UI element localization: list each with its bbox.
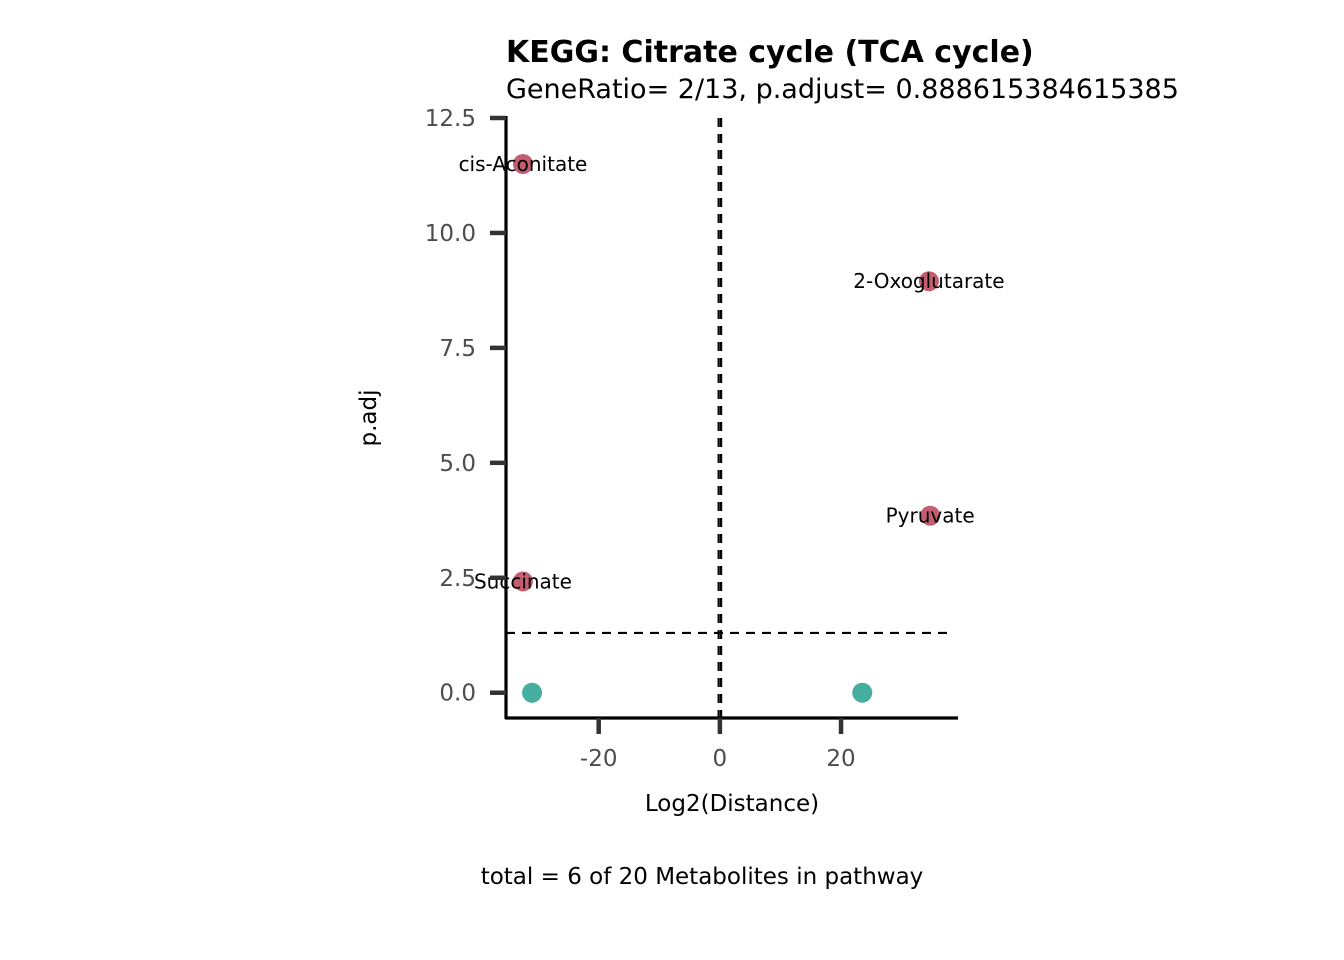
data-point xyxy=(512,571,533,592)
point-labels: cis-Aconitate 2-Oxoglutarate Pyruvate Succi… xyxy=(459,152,1005,593)
reference-lines xyxy=(506,118,950,718)
y-axis-ticks: 0.0 2.5 5.0 7.5 10.0 12.5 xyxy=(425,106,506,707)
y-tick-label: 0.0 xyxy=(439,681,476,707)
y-tick-label: 5.0 xyxy=(439,451,476,477)
y-tick-label: 7.5 xyxy=(439,336,476,362)
axes xyxy=(504,116,958,720)
x-tick-label: 0 xyxy=(713,746,728,772)
data-points xyxy=(512,153,941,703)
chart-title: KEGG: Citrate cycle (TCA cycle) xyxy=(506,35,1034,70)
data-point xyxy=(852,682,873,703)
data-point xyxy=(918,271,939,292)
x-tick-label: -20 xyxy=(580,746,618,772)
x-axis-ticks: -20 0 20 xyxy=(580,718,856,772)
point-label: cis-Aconitate xyxy=(459,152,588,176)
y-tick-label: 12.5 xyxy=(425,106,476,132)
point-label: Pyruvate xyxy=(886,504,975,528)
point-label: 2-Oxoglutarate xyxy=(853,269,1004,293)
point-label: Succinate xyxy=(474,569,572,593)
data-point xyxy=(512,153,533,174)
y-axis-title: p.adj xyxy=(356,390,382,447)
y-tick-label: 2.5 xyxy=(439,566,476,592)
chart-subtitle: GeneRatio= 2/13, p.adjust= 0.88861538461… xyxy=(506,74,1179,105)
y-tick-label: 10.0 xyxy=(425,221,476,247)
data-point xyxy=(522,682,543,703)
x-axis-title: Log2(Distance) xyxy=(645,791,819,817)
chart-caption: total = 6 of 20 Metabolites in pathway xyxy=(481,864,924,890)
data-point xyxy=(920,505,941,526)
x-tick-label: 20 xyxy=(826,746,855,772)
